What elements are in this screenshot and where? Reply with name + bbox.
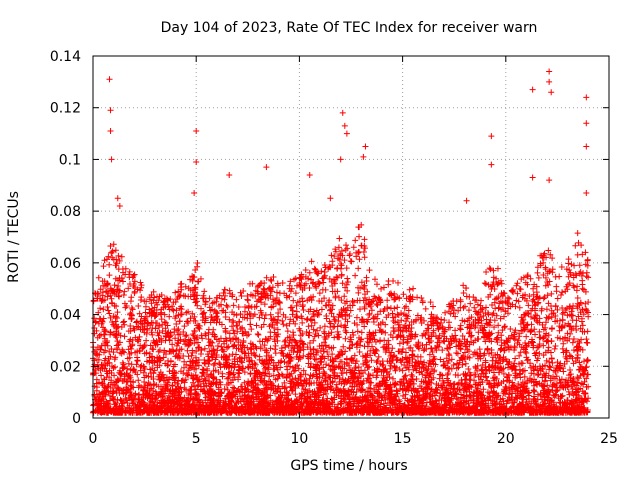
scatter-point bbox=[488, 133, 495, 140]
scatter-point bbox=[193, 127, 200, 134]
scatter-point bbox=[226, 171, 233, 178]
scatter-point bbox=[488, 161, 495, 168]
scatter-point bbox=[583, 94, 590, 101]
y-axis-label: ROTI / TECUs bbox=[6, 191, 22, 283]
scatter-point bbox=[362, 143, 369, 150]
scatter-point bbox=[529, 86, 536, 93]
scatter-point bbox=[263, 164, 270, 171]
x-tick-labels: 0 5 10 15 20 25 bbox=[89, 431, 618, 447]
scatter-point bbox=[116, 202, 123, 209]
x-tick-label: 5 bbox=[192, 431, 201, 447]
scatter-point bbox=[327, 195, 334, 202]
scatter-point bbox=[337, 156, 344, 163]
scatter-point bbox=[341, 122, 348, 129]
x-tick-label: 25 bbox=[600, 431, 618, 447]
chart-title: Day 104 of 2023, Rate Of TEC Index for r… bbox=[161, 20, 538, 36]
scatter-point bbox=[463, 197, 470, 204]
scatter-point bbox=[546, 78, 553, 85]
plot-frame bbox=[92, 55, 610, 419]
scatter-point bbox=[107, 127, 114, 134]
y-tick-labels: 0 0.02 0.04 0.06 0.08 0.1 0.12 0.14 bbox=[50, 49, 81, 427]
data-points bbox=[90, 68, 592, 416]
scatter-point bbox=[306, 171, 313, 178]
x-tick-label: 20 bbox=[497, 431, 515, 447]
scatter-point bbox=[546, 68, 553, 75]
scatter-point bbox=[107, 107, 114, 114]
x-tick-label: 15 bbox=[394, 431, 412, 447]
y-tick-label: 0.1 bbox=[59, 152, 81, 168]
y-tick-label: 0.14 bbox=[50, 49, 81, 65]
scatter-point bbox=[339, 109, 346, 116]
scatter-point bbox=[583, 190, 590, 197]
y-tick-label: 0.12 bbox=[50, 101, 81, 117]
scatter-point bbox=[546, 177, 553, 184]
scatter-point-cloud bbox=[90, 221, 592, 416]
scatter-point bbox=[106, 76, 113, 83]
y-tick-label: 0 bbox=[72, 411, 81, 427]
y-tick-label: 0.06 bbox=[50, 256, 81, 272]
grid bbox=[93, 56, 609, 418]
scatter-point bbox=[548, 89, 555, 96]
y-tick-label: 0.02 bbox=[50, 359, 81, 375]
scatter-point bbox=[191, 190, 198, 197]
x-tick-label: 0 bbox=[89, 431, 98, 447]
axis-ticks bbox=[92, 55, 610, 419]
x-axis-label: GPS time / hours bbox=[290, 458, 407, 474]
scatter-point bbox=[114, 195, 121, 202]
scatter-point bbox=[108, 156, 115, 163]
scatter-point bbox=[343, 130, 350, 137]
scatter-point bbox=[583, 143, 590, 150]
scatter-point bbox=[583, 120, 590, 127]
scatter-point bbox=[529, 174, 536, 181]
scatter-point bbox=[360, 153, 367, 160]
x-tick-label: 10 bbox=[290, 431, 308, 447]
scatter-point bbox=[193, 159, 200, 166]
y-tick-label: 0.08 bbox=[50, 204, 81, 220]
y-tick-label: 0.04 bbox=[50, 308, 81, 324]
